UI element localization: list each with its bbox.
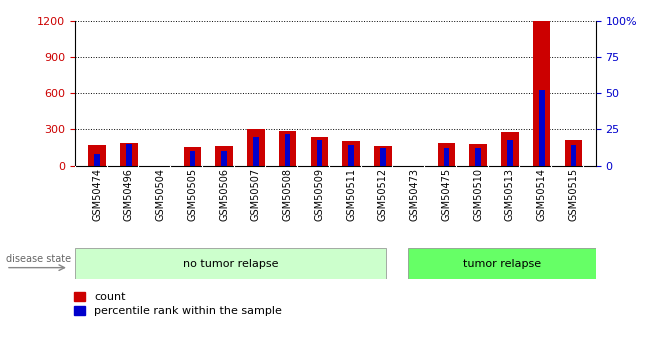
Text: GSM50504: GSM50504 <box>156 168 165 221</box>
Bar <box>94 154 100 166</box>
Text: GSM50506: GSM50506 <box>219 168 229 221</box>
Bar <box>348 145 354 166</box>
Bar <box>311 137 328 166</box>
Bar <box>469 145 487 166</box>
Bar <box>533 21 550 166</box>
Text: GSM50512: GSM50512 <box>378 168 388 221</box>
Legend: count, percentile rank within the sample: count, percentile rank within the sample <box>74 292 282 316</box>
Bar <box>443 148 449 166</box>
Bar <box>316 139 322 166</box>
Bar <box>564 140 582 166</box>
Bar <box>189 151 195 166</box>
Bar <box>253 137 258 166</box>
Bar <box>342 141 360 166</box>
Text: GSM50508: GSM50508 <box>283 168 293 221</box>
Text: no tumor relapse: no tumor relapse <box>183 259 278 269</box>
Bar <box>247 129 264 166</box>
Bar <box>215 146 233 166</box>
Bar <box>75 248 386 279</box>
Text: GSM50473: GSM50473 <box>409 168 420 221</box>
Text: GSM50515: GSM50515 <box>568 168 579 221</box>
Text: GSM50496: GSM50496 <box>124 168 134 221</box>
Bar <box>374 146 392 166</box>
Text: GSM50513: GSM50513 <box>505 168 515 221</box>
Bar <box>408 248 596 279</box>
Text: tumor relapse: tumor relapse <box>463 259 541 269</box>
Text: GSM50475: GSM50475 <box>441 168 451 221</box>
Bar <box>279 131 296 166</box>
Text: disease state: disease state <box>6 254 71 264</box>
Text: GSM50514: GSM50514 <box>536 168 547 221</box>
Bar <box>380 148 386 166</box>
Bar <box>501 132 519 166</box>
Bar <box>570 145 576 166</box>
Bar <box>221 151 227 166</box>
Bar <box>284 134 290 166</box>
Text: GSM50474: GSM50474 <box>92 168 102 221</box>
Bar <box>437 143 455 166</box>
Bar <box>126 144 132 166</box>
Text: GSM50507: GSM50507 <box>251 168 261 221</box>
Text: GSM50511: GSM50511 <box>346 168 356 221</box>
Bar <box>89 145 106 166</box>
Text: GSM50505: GSM50505 <box>187 168 197 221</box>
Bar <box>475 148 481 166</box>
Bar <box>539 90 544 166</box>
Bar <box>120 143 137 166</box>
Text: GSM50510: GSM50510 <box>473 168 483 221</box>
Bar <box>184 148 201 166</box>
Bar <box>507 139 513 166</box>
Text: GSM50509: GSM50509 <box>314 168 324 221</box>
